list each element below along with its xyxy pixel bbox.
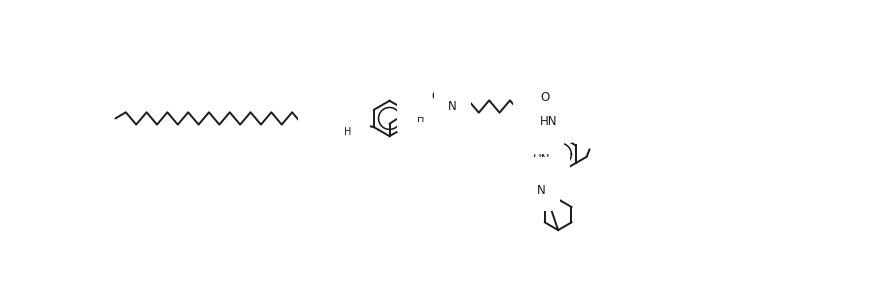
Text: HN: HN xyxy=(533,153,550,166)
Text: H: H xyxy=(417,114,424,124)
Text: N: N xyxy=(312,117,321,130)
Text: O: O xyxy=(541,91,550,104)
Text: N: N xyxy=(527,105,536,118)
Text: HN: HN xyxy=(540,116,557,128)
Text: H: H xyxy=(344,126,352,136)
Text: O: O xyxy=(547,171,556,184)
Text: NH: NH xyxy=(339,117,356,130)
Text: N: N xyxy=(448,100,457,113)
Text: N: N xyxy=(537,183,546,197)
Text: NH: NH xyxy=(411,105,429,118)
Text: O: O xyxy=(326,103,335,116)
Text: O: O xyxy=(431,90,440,103)
